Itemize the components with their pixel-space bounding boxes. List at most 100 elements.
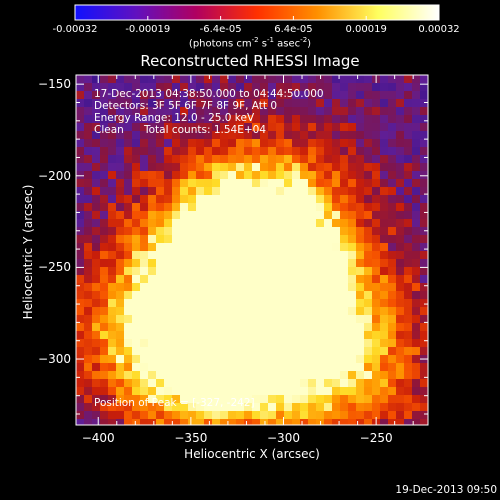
heatmap-cell	[300, 315, 309, 324]
heatmap-cell	[212, 307, 221, 316]
heatmap-cell	[164, 315, 173, 324]
heatmap-cell	[316, 307, 325, 316]
heatmap-cell	[212, 259, 221, 268]
heatmap-cell	[228, 147, 237, 156]
heatmap-cell	[252, 355, 261, 364]
heatmap-cell	[300, 355, 309, 364]
heatmap-cell	[420, 299, 429, 308]
heatmap-cell	[172, 115, 181, 124]
heatmap-cell	[284, 275, 293, 284]
heatmap-cell	[196, 83, 205, 92]
heatmap-cell	[284, 347, 293, 356]
heatmap-cell	[268, 203, 277, 212]
heatmap-cell	[412, 91, 421, 100]
heatmap-cell	[348, 155, 357, 164]
heatmap-cell	[292, 99, 301, 108]
heatmap-cell	[380, 99, 389, 108]
heatmap-cell	[244, 371, 253, 380]
heatmap-cell	[236, 251, 245, 260]
heatmap-cell	[420, 403, 429, 412]
heatmap-cell	[380, 115, 389, 124]
heatmap-cell	[420, 171, 429, 180]
heatmap-cell	[284, 179, 293, 188]
heatmap-cell	[220, 75, 229, 84]
heatmap-cell	[300, 299, 309, 308]
heatmap-cell	[356, 123, 365, 132]
heatmap-cell	[228, 235, 237, 244]
heatmap-cell	[116, 355, 125, 364]
heatmap-cell	[244, 227, 253, 236]
heatmap-cell	[236, 75, 245, 84]
heatmap-cell	[132, 291, 141, 300]
heatmap-cell	[164, 363, 173, 372]
x-tick-label: −400	[81, 431, 115, 445]
heatmap-cell	[180, 75, 189, 84]
heatmap-cell	[132, 387, 141, 396]
heatmap-cell	[308, 387, 317, 396]
heatmap-cell	[316, 379, 325, 388]
heatmap-cell	[380, 267, 389, 276]
heatmap-cell	[252, 75, 261, 84]
heatmap-cell	[244, 179, 253, 188]
heatmap-cell	[220, 371, 229, 380]
heatmap-cell	[164, 403, 173, 412]
heatmap-cell	[340, 91, 349, 100]
heatmap-cell	[404, 131, 413, 140]
heatmap-cell	[252, 315, 261, 324]
heatmap-cell	[124, 195, 133, 204]
heatmap-cell	[220, 283, 229, 292]
heatmap-cell	[212, 147, 221, 156]
heatmap-cell	[108, 363, 117, 372]
heatmap-cell	[356, 299, 365, 308]
heatmap-cell	[284, 307, 293, 316]
heatmap-cell	[380, 171, 389, 180]
heatmap-cell	[364, 283, 373, 292]
heatmap-cell	[276, 83, 285, 92]
heatmap-cell	[372, 275, 381, 284]
heatmap-cell	[324, 267, 333, 276]
heatmap-cell	[252, 291, 261, 300]
heatmap-cell	[84, 107, 93, 116]
heatmap-cell	[236, 275, 245, 284]
heatmap-cell	[244, 195, 253, 204]
heatmap-cell	[292, 171, 301, 180]
heatmap-cell	[164, 147, 173, 156]
heatmap-cell	[100, 411, 109, 420]
heatmap-cell	[172, 91, 181, 100]
heatmap-cell	[396, 411, 405, 420]
heatmap-cell	[404, 291, 413, 300]
heatmap-cell	[92, 347, 101, 356]
heatmap-cell	[204, 315, 213, 324]
heatmap-cell	[364, 227, 373, 236]
heatmap-cell	[308, 91, 317, 100]
heatmap-cell	[300, 331, 309, 340]
heatmap-cell	[140, 123, 149, 132]
heatmap-cell	[124, 371, 133, 380]
heatmap-cell	[236, 195, 245, 204]
heatmap-cell	[236, 203, 245, 212]
heatmap-cell	[316, 163, 325, 172]
heatmap-cell	[340, 355, 349, 364]
heatmap-cell	[300, 219, 309, 228]
heatmap-cell	[308, 123, 317, 132]
heatmap-cell	[324, 347, 333, 356]
heatmap-cell	[236, 419, 245, 426]
heatmap-cell	[260, 131, 269, 140]
heatmap-cell	[404, 347, 413, 356]
heatmap-cell	[404, 275, 413, 284]
heatmap-cell	[252, 371, 261, 380]
heatmap-cell	[396, 323, 405, 332]
heatmap-cell	[268, 307, 277, 316]
heatmap-cell	[340, 203, 349, 212]
heatmap-cell	[76, 171, 85, 180]
heatmap-cell	[316, 267, 325, 276]
heatmap-cell	[364, 123, 373, 132]
heatmap-cell	[244, 115, 253, 124]
heatmap-cell	[172, 131, 181, 140]
heatmap-cell	[356, 291, 365, 300]
heatmap-cell	[108, 211, 117, 220]
heatmap-cell	[388, 115, 397, 124]
heatmap-cell	[236, 323, 245, 332]
heatmap-cell	[324, 75, 333, 84]
heatmap-cell	[172, 355, 181, 364]
